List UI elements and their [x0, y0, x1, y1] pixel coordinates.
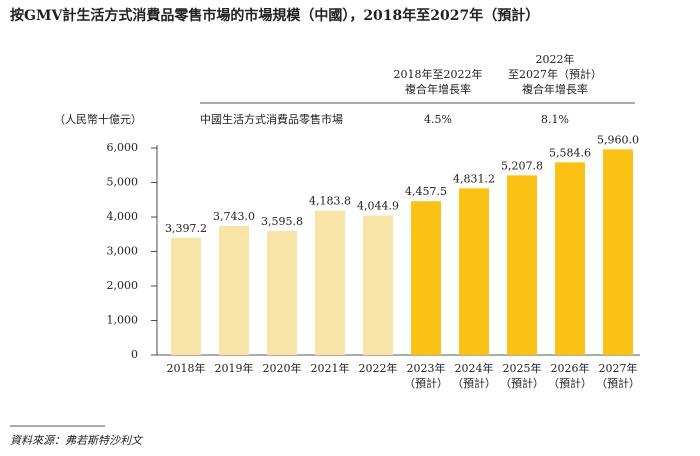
table-header: 2022年 — [536, 52, 575, 66]
bar — [171, 237, 201, 355]
value-label: 4,044.9 — [357, 199, 399, 212]
bar — [267, 230, 297, 355]
value-label: 4,831.2 — [453, 172, 495, 185]
x-tick-label: 2020年 — [263, 361, 302, 375]
x-tick-label: 2022年 — [359, 361, 398, 375]
y-tick-label: 4,000 — [107, 210, 139, 223]
y-tick-label: 0 — [131, 348, 138, 361]
y-tick-label: 2,000 — [107, 279, 139, 292]
x-tick-note: （預計） — [452, 376, 496, 390]
y-tick-label: 1,000 — [107, 314, 139, 327]
table-value: 8.1% — [541, 113, 569, 126]
y-tick-label: 3,000 — [107, 245, 139, 258]
x-tick-label: 2026年 — [551, 361, 590, 375]
x-tick-label: 2019年 — [215, 361, 254, 375]
x-tick-label: 2024年 — [455, 361, 494, 375]
table-header: 2018年至2022年 — [394, 67, 483, 81]
value-label: 3,397.2 — [165, 222, 207, 235]
table-header: 複合年增長率 — [405, 82, 471, 96]
table-header: 至2027年（預計） — [508, 67, 602, 81]
value-label: 5,960.0 — [597, 133, 639, 146]
bar — [507, 175, 537, 355]
bar — [219, 225, 249, 355]
value-label: 4,457.5 — [405, 185, 447, 198]
chart-title: 按GMV計生活方式消費品零售市場的市場規模（中國），2018年至2027年（預計… — [10, 7, 539, 24]
bar — [363, 215, 393, 355]
bar — [459, 188, 489, 355]
y-unit: （人民幣十億元） — [54, 112, 142, 126]
x-tick-note: （預計） — [548, 376, 592, 390]
x-tick-note: （預計） — [596, 376, 640, 390]
bar — [315, 210, 345, 355]
table-value: 4.5% — [424, 113, 452, 126]
x-tick-label: 2027年 — [599, 361, 638, 375]
bar — [555, 162, 585, 355]
table-header: 複合年增長率 — [522, 82, 588, 96]
value-label: 3,743.0 — [213, 210, 255, 223]
bar — [411, 201, 441, 355]
source: 資料來源：弗若斯特沙利文 — [10, 434, 144, 447]
x-tick-label: 2021年 — [311, 361, 350, 375]
value-label: 5,584.6 — [549, 146, 591, 159]
x-tick-label: 2023年 — [407, 361, 446, 375]
value-label: 4,183.8 — [309, 195, 351, 208]
y-tick-label: 6,000 — [107, 141, 139, 154]
bar — [603, 149, 633, 355]
y-tick-label: 5,000 — [107, 176, 139, 189]
x-tick-label: 2018年 — [167, 361, 206, 375]
value-label: 5,207.8 — [501, 159, 543, 172]
x-tick-note: （預計） — [404, 376, 448, 390]
x-tick-note: （預計） — [500, 376, 544, 390]
table-row-label: 中國生活方式消費品零售市場 — [200, 112, 343, 126]
value-label: 3,595.8 — [261, 215, 303, 228]
x-tick-label: 2025年 — [503, 361, 542, 375]
